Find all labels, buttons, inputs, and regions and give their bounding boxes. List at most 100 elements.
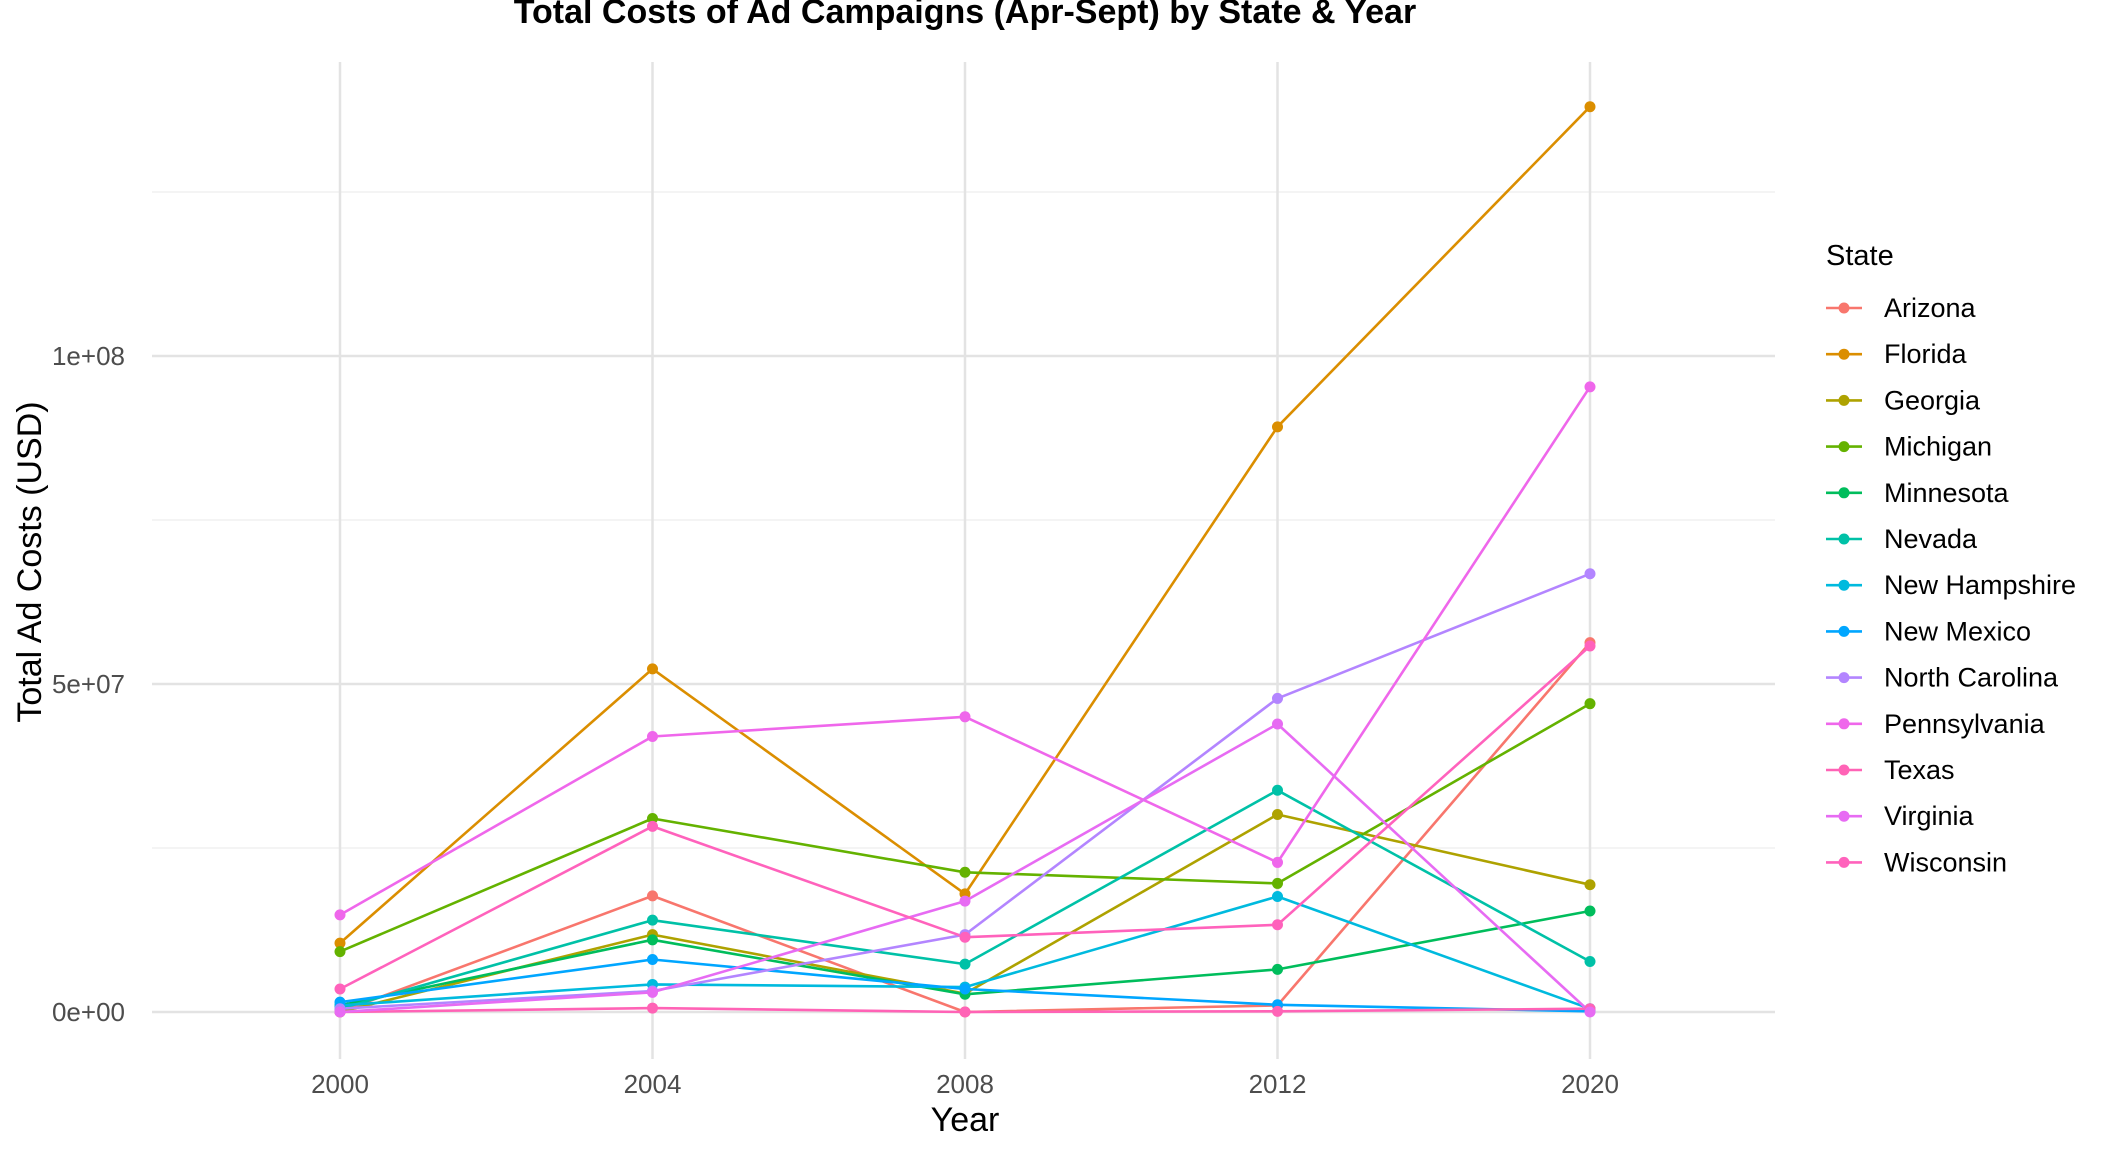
data-point-florida [1584,101,1596,113]
x-tick-label: 2000 [311,1069,369,1099]
legend-key-point [1838,579,1850,591]
legend-item-new-hampshire: New Hampshire [1826,570,2076,600]
legend-item-wisconsin: Wisconsin [1826,847,2007,877]
legend-item-georgia: Georgia [1826,385,1981,415]
data-point-wisconsin [647,820,658,832]
legend-key-point [1838,533,1850,545]
legend-item-minnesota: Minnesota [1826,478,2010,508]
data-point-arizona [647,890,658,902]
data-point-pennsylvania [1272,856,1283,868]
legend-key-point [1838,441,1850,453]
data-point-florida [334,937,346,949]
data-point-michigan [1584,698,1596,710]
legend-item-pennsylvania: Pennsylvania [1826,709,2046,739]
data-point-new-hampshire [1272,891,1283,903]
data-point-minnesota [1272,963,1283,975]
legend-label: New Hampshire [1884,570,2076,600]
data-point-north-carolina [1272,692,1283,704]
legend-label: Virginia [1884,801,1975,831]
legend-key-point [1838,672,1850,684]
data-point-wisconsin [1584,640,1596,652]
data-point-virginia [1272,718,1283,730]
legend-key-point [1838,348,1850,360]
legend-label: Michigan [1884,432,1992,462]
data-point-pennsylvania [1584,381,1596,393]
data-point-pennsylvania [647,730,658,742]
data-point-florida [1272,421,1283,433]
legend-label: Texas [1884,755,1955,785]
data-point-virginia [334,1006,346,1018]
data-point-minnesota [1584,905,1596,917]
data-point-wisconsin [959,931,971,943]
legend-label: Wisconsin [1884,847,2007,877]
data-point-minnesota [647,934,658,946]
data-point-nevada [959,958,971,970]
x-axis-title: Year [931,1101,1000,1139]
legend-item-arizona: Arizona [1826,293,1977,323]
legend-label: Minnesota [1884,478,2010,508]
data-point-virginia [1584,1006,1596,1018]
data-point-nevada [1584,955,1596,967]
y-tick-label: 5e+07 [52,669,125,699]
data-point-michigan [959,866,971,878]
data-point-texas [959,1006,971,1018]
x-tick-label: 2020 [1561,1069,1619,1099]
legend-key-point [1838,764,1850,776]
data-point-florida [647,663,658,675]
data-point-new-mexico [647,954,658,966]
data-point-michigan [334,946,346,958]
legend-item-new-mexico: New Mexico [1826,616,2031,646]
data-point-pennsylvania [334,909,346,921]
x-tick-labels: 2000 2004 2008 2012 2020 [311,1069,1619,1099]
series-points [334,101,1596,1018]
legend-label: Florida [1884,339,1968,369]
legend-key-point [1838,856,1850,868]
data-point-texas [647,1002,658,1014]
data-point-michigan [1272,877,1283,889]
data-point-nevada [1272,784,1283,796]
data-point-wisconsin [1272,919,1283,931]
legend-title: State [1826,240,1894,272]
chart-title: Total Costs of Ad Campaigns (Apr-Sept) b… [514,0,1416,31]
legend-label: Nevada [1884,524,1978,554]
legend-label: Arizona [1884,293,1977,323]
legend-item-florida: Florida [1826,339,1968,369]
y-tick-label: 1e+08 [52,341,125,371]
x-tick-label: 2012 [1249,1069,1307,1099]
legend: State Arizona Florida Georgia Michigan Minne… [1826,240,2076,877]
x-tick-label: 2004 [624,1069,682,1099]
minor-gridlines [152,191,1775,849]
legend-item-michigan: Michigan [1826,432,1992,462]
legend-item-texas: Texas [1826,755,1955,785]
data-point-georgia [1272,809,1283,821]
legend-item-virginia: Virginia [1826,801,1975,831]
legend-key-point [1838,810,1850,822]
data-point-wisconsin [334,983,346,995]
legend-key-point [1838,487,1850,499]
data-point-nevada [647,914,658,926]
legend-item-north-carolina: North Carolina [1826,663,2059,693]
legend-label: Georgia [1884,385,1981,415]
data-point-georgia [1584,879,1596,891]
legend-key-point [1838,718,1850,730]
data-point-pennsylvania [959,711,971,723]
data-point-north-carolina [1584,568,1596,580]
data-point-michigan [647,812,658,824]
data-point-virginia [647,986,658,998]
x-tick-label: 2008 [936,1069,994,1099]
y-tick-labels: 0e+00 5e+07 1e+08 [52,341,125,1027]
legend-item-nevada: Nevada [1826,524,1978,554]
data-point-virginia [959,895,971,907]
legend-key-point [1838,625,1850,637]
data-point-texas [1272,1005,1283,1017]
legend-key-point [1838,302,1850,314]
legend-label: North Carolina [1884,663,2059,693]
legend-items: Arizona Florida Georgia Michigan Minnesota Ne… [1826,293,2076,877]
y-axis-title: Total Ad Costs (USD) [11,401,49,722]
legend-key-point [1838,394,1850,406]
data-point-new-mexico [959,983,971,995]
legend-label: New Mexico [1884,616,2031,646]
y-tick-label: 0e+00 [52,997,125,1027]
